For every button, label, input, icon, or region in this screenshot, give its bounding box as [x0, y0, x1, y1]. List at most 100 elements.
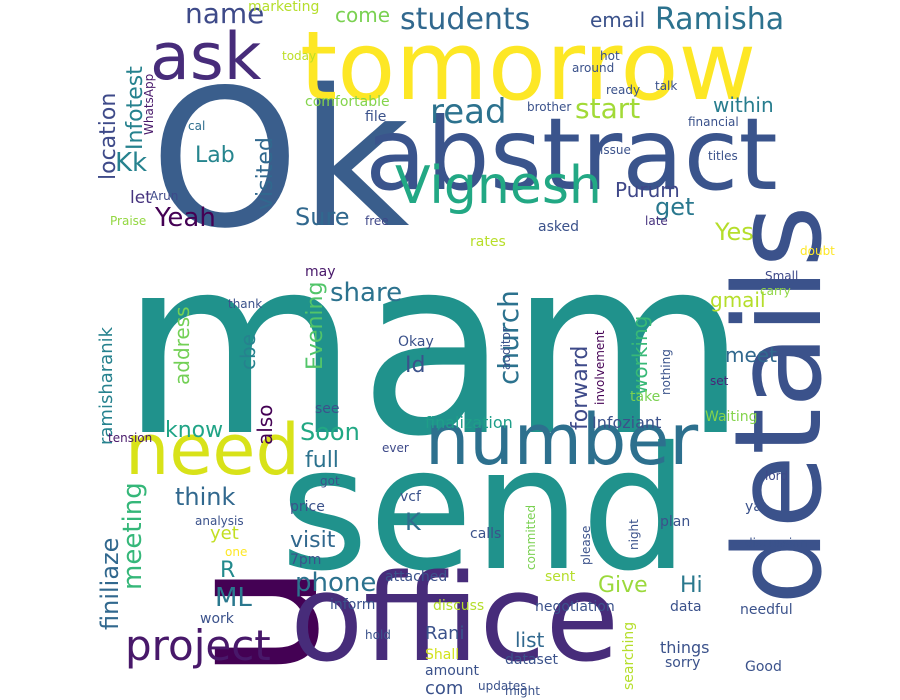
cloud-word: committed: [524, 504, 538, 570]
cloud-word: com: [425, 678, 464, 699]
cloud-word: cbe: [236, 334, 260, 370]
cloud-word: ML: [215, 583, 252, 613]
cloud-word: Good: [745, 659, 782, 675]
cloud-word: get: [655, 193, 695, 221]
cloud-word: hot: [600, 49, 620, 63]
cloud-word: carry: [760, 284, 791, 298]
cloud-word: Soon: [300, 418, 360, 446]
cloud-word: auditor: [499, 327, 513, 370]
cloud-word: Give: [598, 573, 648, 598]
cloud-word: let: [130, 188, 152, 208]
cloud-word: ya: [745, 499, 762, 515]
cloud-word: K: [405, 508, 421, 536]
cloud-word: Small: [765, 269, 799, 283]
cloud-word: within: [713, 93, 774, 117]
cloud-word: please: [579, 525, 593, 565]
cloud-word: titles: [708, 149, 738, 163]
cloud-word: late: [645, 214, 668, 228]
cloud-word: Okay: [398, 334, 434, 350]
cloud-word: need: [125, 409, 300, 491]
cloud-word: one: [225, 545, 248, 559]
cloud-word: number: [425, 399, 699, 481]
cloud-word: Vignesh: [395, 156, 602, 216]
cloud-word: Purum: [615, 178, 680, 202]
cloud-word: working: [628, 315, 652, 395]
cloud-word: phone: [295, 568, 377, 598]
cloud-word: email: [590, 8, 646, 32]
cloud-word: yet: [210, 523, 239, 544]
cloud-word: today: [282, 49, 317, 63]
cloud-word: also: [253, 404, 277, 445]
cloud-word: WhatsApp: [142, 73, 156, 135]
cloud-word: nothing: [659, 349, 673, 395]
cloud-word: Yes: [715, 218, 754, 246]
cloud-word: Evening: [303, 281, 328, 370]
cloud-word: hold: [365, 628, 391, 642]
cloud-word: list: [515, 628, 545, 652]
cloud-word: 7pm: [290, 552, 322, 568]
cloud-word: Arun: [150, 189, 179, 203]
cloud-word: come: [335, 3, 391, 27]
cloud-word: start: [575, 92, 641, 125]
cloud-word: vcf: [400, 489, 421, 505]
cloud-word: may: [305, 264, 336, 280]
cloud-word: sent: [545, 569, 576, 585]
cloud-word: Rani: [425, 623, 465, 644]
cloud-word: Waiting: [705, 409, 758, 425]
cloud-word: Praise: [110, 214, 147, 228]
cloud-word: rates: [470, 234, 506, 250]
cloud-word: address: [170, 306, 194, 385]
cloud-word: Kk: [115, 148, 148, 178]
cloud-word: amount: [425, 663, 480, 679]
cloud-word: ready: [606, 83, 641, 97]
cloud-word: ramisharanik: [96, 326, 117, 445]
cloud-word: comfortable: [305, 94, 390, 110]
cloud-word: cal: [188, 119, 206, 133]
cloud-word: analysis: [195, 514, 244, 528]
cloud-word: doubt: [800, 244, 835, 258]
cloud-word: involvement: [593, 330, 607, 405]
cloud-word: lord: [765, 469, 789, 483]
cloud-word: ever: [382, 441, 409, 455]
cloud-word: finalization: [425, 413, 513, 432]
cloud-word: things: [660, 638, 710, 657]
cloud-word: forward: [568, 345, 593, 430]
cloud-word: tomorrow: [300, 12, 757, 122]
cloud-word: got: [320, 474, 340, 488]
cloud-word: asked: [538, 219, 579, 235]
cloud-word: searching: [621, 621, 637, 690]
cloud-word: set: [710, 374, 729, 388]
cloud-word: discuss: [433, 598, 485, 614]
cloud-word: brother: [527, 100, 572, 114]
cloud-word: Yeah: [155, 203, 216, 233]
cloud-word: send: [280, 411, 689, 609]
cloud-word: students: [400, 2, 531, 37]
cloud-word: Id: [405, 353, 426, 378]
cloud-word: visited: [253, 137, 278, 210]
cloud-word: data: [670, 599, 702, 615]
cloud-word: file: [365, 109, 387, 125]
cloud-word: gmail: [710, 288, 766, 312]
cloud-word: thank: [228, 297, 263, 311]
cloud-word: office: [290, 550, 620, 689]
cloud-word: might: [505, 684, 540, 698]
cloud-word: Hi: [680, 573, 703, 598]
cloud-word: R: [220, 558, 236, 583]
cloud-word: visit: [290, 528, 336, 553]
cloud-word: Ok: [150, 49, 410, 270]
cloud-word: sorry: [665, 655, 701, 671]
cloud-word: mam: [120, 205, 748, 490]
cloud-word: financial: [688, 115, 739, 129]
cloud-word: Shall: [425, 647, 460, 663]
cloud-word: work: [200, 611, 234, 627]
cloud-word: ask: [150, 20, 262, 95]
cloud-word: Infoziant: [592, 413, 662, 432]
cloud-word: know: [165, 418, 224, 443]
cloud-word: meeting: [118, 482, 148, 590]
cloud-word: issue: [600, 143, 631, 157]
cloud-word: abstract: [365, 96, 778, 213]
cloud-word: needful: [740, 602, 793, 618]
cloud-word: updates: [478, 679, 527, 693]
cloud-word: free: [365, 214, 389, 228]
